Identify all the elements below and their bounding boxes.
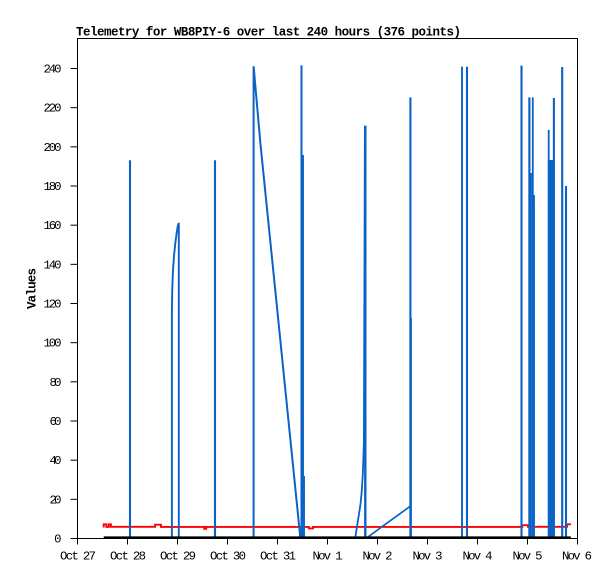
svg-text:240: 240 <box>44 63 62 77</box>
svg-text:Oct 28: Oct 28 <box>110 550 146 564</box>
svg-text:200: 200 <box>44 141 62 155</box>
svg-text:Nov 2: Nov 2 <box>363 550 393 564</box>
svg-text:220: 220 <box>44 102 62 116</box>
svg-text:0: 0 <box>54 533 61 547</box>
svg-text:Values: Values <box>25 268 39 309</box>
svg-text:120: 120 <box>44 298 62 312</box>
svg-text:Nov 6: Nov 6 <box>562 550 592 564</box>
svg-text:160: 160 <box>44 219 62 233</box>
svg-text:80: 80 <box>50 376 62 390</box>
svg-text:40: 40 <box>50 454 62 468</box>
svg-text:60: 60 <box>50 415 62 429</box>
svg-text:Nov 4: Nov 4 <box>463 550 493 564</box>
svg-text:Oct 27: Oct 27 <box>60 550 96 564</box>
svg-text:Telemetry for WB8PIY-6 over la: Telemetry for WB8PIY-6 over last 240 hou… <box>76 26 461 40</box>
svg-text:Nov 3: Nov 3 <box>413 550 443 564</box>
svg-text:20: 20 <box>50 493 62 507</box>
svg-text:140: 140 <box>44 258 62 272</box>
svg-text:Oct 29: Oct 29 <box>160 550 196 564</box>
svg-text:100: 100 <box>44 337 62 351</box>
svg-text:Oct 31: Oct 31 <box>260 550 296 564</box>
svg-text:180: 180 <box>44 180 62 194</box>
svg-text:Nov 1: Nov 1 <box>313 550 343 564</box>
svg-text:Oct 30: Oct 30 <box>210 550 246 564</box>
svg-text:Nov 5: Nov 5 <box>513 550 543 564</box>
